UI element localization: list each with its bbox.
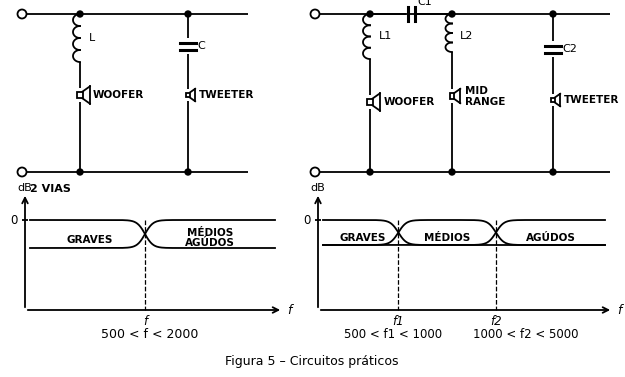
Text: f1: f1: [392, 315, 404, 328]
Bar: [78, 92, 82, 98]
Text: dB: dB: [18, 183, 32, 193]
Text: WOOFER: WOOFER: [384, 97, 435, 107]
Text: 1000 < f2 < 5000: 1000 < f2 < 5000: [473, 328, 579, 341]
Text: AGÚDOS: AGÚDOS: [185, 238, 235, 248]
Text: 500 < f1 < 1000: 500 < f1 < 1000: [344, 328, 442, 341]
Bar: [368, 98, 372, 106]
Text: MÉDIOS: MÉDIOS: [424, 233, 470, 243]
Circle shape: [77, 169, 83, 175]
Text: 2 VIAS: 2 VIAS: [29, 184, 71, 194]
Bar: [186, 92, 190, 98]
Text: f: f: [617, 303, 621, 317]
Text: f: f: [287, 303, 291, 317]
Circle shape: [185, 169, 191, 175]
Circle shape: [367, 11, 373, 17]
Text: WOOFER: WOOFER: [93, 90, 144, 100]
Text: AGÚDOS: AGÚDOS: [526, 233, 576, 243]
Circle shape: [311, 9, 319, 18]
Circle shape: [550, 169, 556, 175]
Text: TWEETER: TWEETER: [564, 95, 619, 105]
Text: TWEETER: TWEETER: [199, 90, 254, 100]
Text: f: f: [143, 315, 147, 328]
Text: L2: L2: [460, 31, 473, 41]
Circle shape: [77, 11, 83, 17]
Circle shape: [185, 11, 191, 17]
Text: C2: C2: [562, 44, 577, 54]
Circle shape: [449, 11, 455, 17]
Text: dB: dB: [311, 183, 326, 193]
Bar: [551, 98, 555, 103]
Circle shape: [449, 169, 455, 175]
Text: C: C: [197, 41, 205, 51]
Circle shape: [18, 9, 26, 18]
Text: f2: f2: [490, 315, 502, 328]
Text: 500 < f < 2000: 500 < f < 2000: [101, 328, 199, 341]
Text: L1: L1: [379, 31, 392, 41]
Circle shape: [367, 169, 373, 175]
Text: MÉDIOS: MÉDIOS: [187, 228, 233, 238]
Text: MID: MID: [465, 86, 488, 96]
Text: Figura 5 – Circuitos práticos: Figura 5 – Circuitos práticos: [225, 355, 399, 368]
Text: C1: C1: [417, 0, 432, 7]
Text: GRAVES: GRAVES: [340, 233, 386, 243]
Circle shape: [18, 167, 26, 176]
Text: GRAVES: GRAVES: [67, 235, 113, 245]
Text: 0: 0: [11, 213, 18, 227]
Circle shape: [550, 11, 556, 17]
Text: 0: 0: [304, 213, 311, 227]
Text: L: L: [89, 33, 95, 43]
Text: RANGE: RANGE: [465, 97, 506, 107]
Circle shape: [311, 167, 319, 176]
Bar: [450, 93, 454, 99]
